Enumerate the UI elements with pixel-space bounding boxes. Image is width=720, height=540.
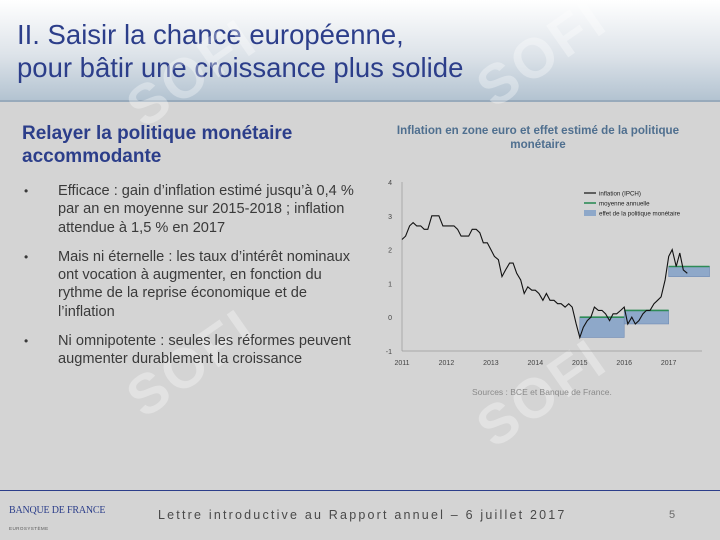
x-tick-label: 2012 — [439, 360, 455, 367]
chart-sources: Sources : BCE et Banque de France. — [472, 387, 612, 397]
footer-divider — [0, 490, 720, 491]
x-tick-label: 2015 — [572, 360, 588, 367]
section-subtitle: Relayer la politique monétaire accommoda… — [22, 123, 293, 167]
bullet-marker: • — [24, 334, 29, 349]
effect-band — [623, 310, 669, 325]
effect-band — [668, 266, 710, 277]
y-tick-label: 2 — [388, 248, 392, 255]
bullet-marker: • — [24, 249, 29, 264]
logo-subtext: EUROSYSTÈME — [9, 526, 49, 531]
bullet-item: • Efficace : gain d’inflation estimé jus… — [22, 182, 362, 237]
y-tick-label: 1 — [388, 281, 392, 288]
slide-title: II. Saisir la chance européenne, pour bâ… — [17, 19, 464, 83]
inflation-line — [401, 215, 688, 340]
y-tick-label: 0 — [388, 315, 392, 322]
x-tick-label: 2014 — [528, 360, 544, 367]
y-tick-label: 4 — [388, 180, 392, 187]
legend-label: inflation (IPCH) — [599, 191, 641, 198]
legend-swatch — [584, 210, 596, 216]
footer-text: Lettre introductive au Rapport annuel – … — [158, 508, 567, 522]
bullet-item: • Mais ni éternelle : les taux d’intérêt… — [22, 248, 362, 321]
page-number: 5 — [669, 509, 676, 521]
bullet-text: Ni omnipotente : seules les réformes peu… — [58, 333, 351, 368]
y-tick-label: -1 — [386, 349, 392, 356]
bullet-item: • Ni omnipotente : seules les réformes p… — [22, 332, 362, 369]
banque-de-france-logo: BANQUE DE FRANCE EUROSYSTÈME — [9, 505, 109, 531]
effect-band — [579, 316, 625, 338]
header-bar — [0, 0, 720, 100]
bullet-list: • Efficace : gain d’inflation estimé jus… — [22, 182, 362, 380]
header-divider — [0, 100, 720, 102]
x-tick-label: 2013 — [483, 360, 499, 367]
bullet-marker: • — [24, 184, 29, 198]
legend-label: moyenne annuelle — [599, 201, 650, 208]
inflation-chart: -1 0 1 2 3 4 2011 2012 2013 2014 2015 2016 2017 infla… — [386, 180, 710, 367]
bullet-text: Efficace : gain d’inflation estimé jusqu… — [58, 183, 354, 236]
bullet-text: Mais ni éternelle : les taux d’intérêt n… — [58, 248, 351, 320]
y-tick-label: 3 — [388, 214, 392, 221]
logo-text: BANQUE DE FRANCE — [9, 505, 106, 516]
x-tick-label: 2017 — [661, 360, 677, 367]
legend-label: effet de la politique monétaire — [599, 211, 681, 218]
x-tick-label: 2011 — [394, 360, 409, 367]
x-tick-label: 2016 — [616, 360, 632, 367]
chart-title: Inflation en zone euro et effet estimé d… — [396, 124, 680, 151]
